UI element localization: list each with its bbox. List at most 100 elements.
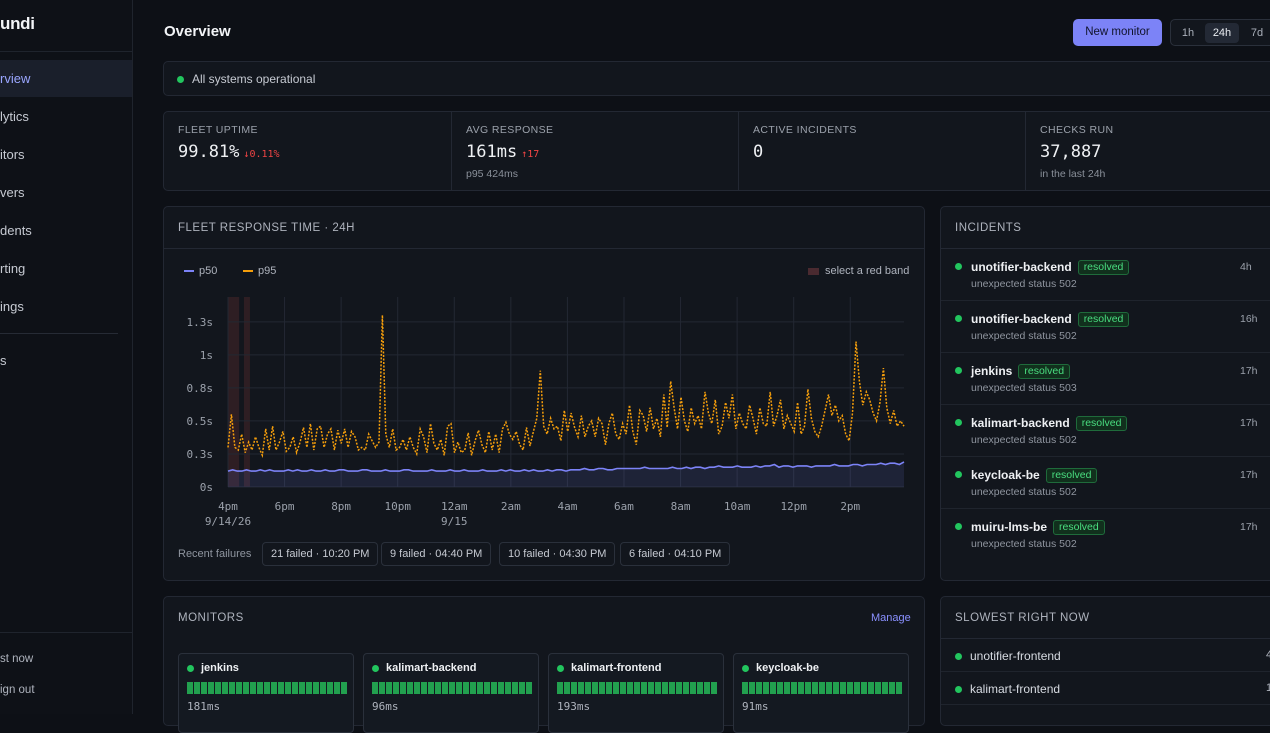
uptime-bar <box>435 682 441 694</box>
range-24h-button[interactable]: 24h <box>1205 23 1239 43</box>
x-tick-label: 4am <box>557 500 577 513</box>
sidebar-item-docs[interactable]: s <box>0 353 7 368</box>
sidebar-item-servers[interactable]: vers <box>0 185 25 200</box>
sign-out-link[interactable]: ign out <box>0 684 35 696</box>
incident-row[interactable]: unotifier-backend resolved unexpected sta… <box>941 249 1270 301</box>
uptime-bar <box>697 682 703 694</box>
uptime-bar <box>840 682 846 694</box>
failure-chip[interactable]: 6 failed · 04:10 PM <box>620 542 731 566</box>
response-time-chart[interactable]: 0s 0.3s 0.5s 0.8s 1s 1.3s 4pm 9/14/26 6pm 8pm 10pm… <box>164 207 924 537</box>
uptime-bar <box>327 682 333 694</box>
time-range-selector: 1h 24h 7d <box>1170 19 1270 46</box>
incident-monitor: unotifier-backend <box>971 260 1072 274</box>
incident-message: unexpected status 502 <box>971 434 1077 446</box>
divider <box>941 638 1270 639</box>
uptime-bar <box>889 682 895 694</box>
uptime-bar <box>498 682 504 694</box>
uptime-bar <box>896 682 902 694</box>
uptime-bars <box>742 682 902 694</box>
range-1h-button[interactable]: 1h <box>1181 27 1195 39</box>
monitors-card: MONITORS Manage jenkins 181ms kalimart-b… <box>163 596 925 733</box>
legend-p95[interactable]: p95 <box>243 265 276 277</box>
monitor-tile-jenkins[interactable]: jenkins 181ms <box>178 653 354 733</box>
x-tick-label: 2am <box>501 500 521 513</box>
failure-chip[interactable]: 10 failed · 04:30 PM <box>499 542 616 566</box>
uptime-bar <box>662 682 668 694</box>
manage-monitors-link[interactable]: Manage <box>871 612 911 624</box>
uptime-bar <box>243 682 249 694</box>
uptime-bar <box>526 682 532 694</box>
legend-p50[interactable]: p50 <box>184 265 217 277</box>
status-badge: resolved <box>1077 312 1130 327</box>
uptime-bar <box>470 682 476 694</box>
uptime-bar <box>627 682 633 694</box>
status-badge: resolved <box>1018 364 1071 379</box>
incident-row[interactable]: muiru-lms-be resolved unexpected status 5… <box>941 509 1270 561</box>
recent-failures-label: Recent failures <box>178 548 252 560</box>
x-tick-label: 6pm <box>275 500 295 513</box>
uptime-bar <box>208 682 214 694</box>
legend-label: p50 <box>199 265 218 277</box>
status-dot-icon <box>955 523 962 530</box>
new-monitor-button[interactable]: New monitor <box>1073 19 1162 46</box>
stat-checks-run: CHECKS RUN 37,887 in the last 24h <box>1026 112 1270 190</box>
incident-name: jenkins resolved <box>971 364 1071 379</box>
stat-value: 99.81% ↓0.11% <box>178 142 280 162</box>
uptime-bar <box>861 682 867 694</box>
legend-swatch <box>243 270 253 273</box>
monitor-tile-kalimart-frontend[interactable]: kalimart-frontend 193ms <box>548 653 724 733</box>
status-badge: resolved <box>1045 468 1098 483</box>
stat-label: AVG RESPONSE <box>466 124 554 136</box>
fleet-response-chart-card: FLEET RESPONSE TIME · 24H p50 p95 select… <box>163 206 925 581</box>
uptime-bar <box>386 682 392 694</box>
monitor-name: kalimart-backend <box>386 662 477 674</box>
stat-label: CHECKS RUN <box>1040 124 1114 136</box>
sidebar-item-settings[interactable]: ings <box>0 299 24 314</box>
x-tick-label: 12am <box>441 500 468 513</box>
stat-value-number: 37,887 <box>1040 142 1102 162</box>
slowest-value: 4 <box>1266 649 1270 661</box>
monitor-tile-kalimart-backend[interactable]: kalimart-backend 96ms <box>363 653 539 733</box>
incident-time: 4h <box>1240 261 1252 273</box>
monitor-latency: 96ms <box>372 700 399 713</box>
uptime-bar <box>379 682 385 694</box>
uptime-bar <box>704 682 710 694</box>
uptime-bar <box>393 682 399 694</box>
uptime-bar <box>236 682 242 694</box>
y-tick-label: 0.5s <box>187 415 214 428</box>
sidebar-item-overview[interactable]: rview <box>0 60 132 97</box>
sidebar-item-incidents[interactable]: dents <box>0 223 32 238</box>
incident-row[interactable]: keycloak-be resolved unexpected status 50… <box>941 457 1270 509</box>
uptime-bar <box>868 682 874 694</box>
legend-failure-band: select a red band <box>808 265 909 277</box>
uptime-bar <box>875 682 881 694</box>
x-tick-label: 10am <box>724 500 751 513</box>
brand-logo[interactable]: undi <box>0 14 35 33</box>
incident-row[interactable]: kalimart-backend resolved unexpected stat… <box>941 405 1270 457</box>
uptime-bar <box>777 682 783 694</box>
sidebar-item-analytics[interactable]: lytics <box>0 109 29 124</box>
stat-sub: in the last 24h <box>1040 168 1106 180</box>
incident-row[interactable]: jenkins resolved unexpected status 503 17… <box>941 353 1270 405</box>
incident-row[interactable]: unotifier-backend resolved unexpected sta… <box>941 301 1270 353</box>
incident-name: kalimart-backend resolved <box>971 416 1128 431</box>
x-tick-label: 4pm <box>218 500 238 513</box>
failure-chip[interactable]: 21 failed · 10:20 PM <box>262 542 379 566</box>
range-7d-button[interactable]: 7d <box>1250 27 1264 39</box>
slowest-name: unotifier-frontend <box>970 649 1061 663</box>
failure-chip[interactable]: 9 failed · 04:40 PM <box>381 542 492 566</box>
uptime-bar <box>833 682 839 694</box>
uptime-bar <box>278 682 284 694</box>
slowest-row[interactable]: kalimart-frontend 1 <box>941 672 1270 705</box>
uptime-bar <box>250 682 256 694</box>
test-now-link[interactable]: st now <box>0 653 34 665</box>
sidebar-item-alerting[interactable]: rting <box>0 261 26 276</box>
incident-message: unexpected status 502 <box>971 486 1077 498</box>
uptime-bar <box>456 682 462 694</box>
monitor-tile-keycloak-be[interactable]: keycloak-be 91ms <box>733 653 909 733</box>
x-tick-sublabel: 9/15 <box>441 515 468 528</box>
slowest-row[interactable]: unotifier-frontend 4 <box>941 639 1270 672</box>
sidebar-item-monitors[interactable]: itors <box>0 147 25 162</box>
uptime-bar <box>648 682 654 694</box>
uptime-bar <box>742 682 748 694</box>
